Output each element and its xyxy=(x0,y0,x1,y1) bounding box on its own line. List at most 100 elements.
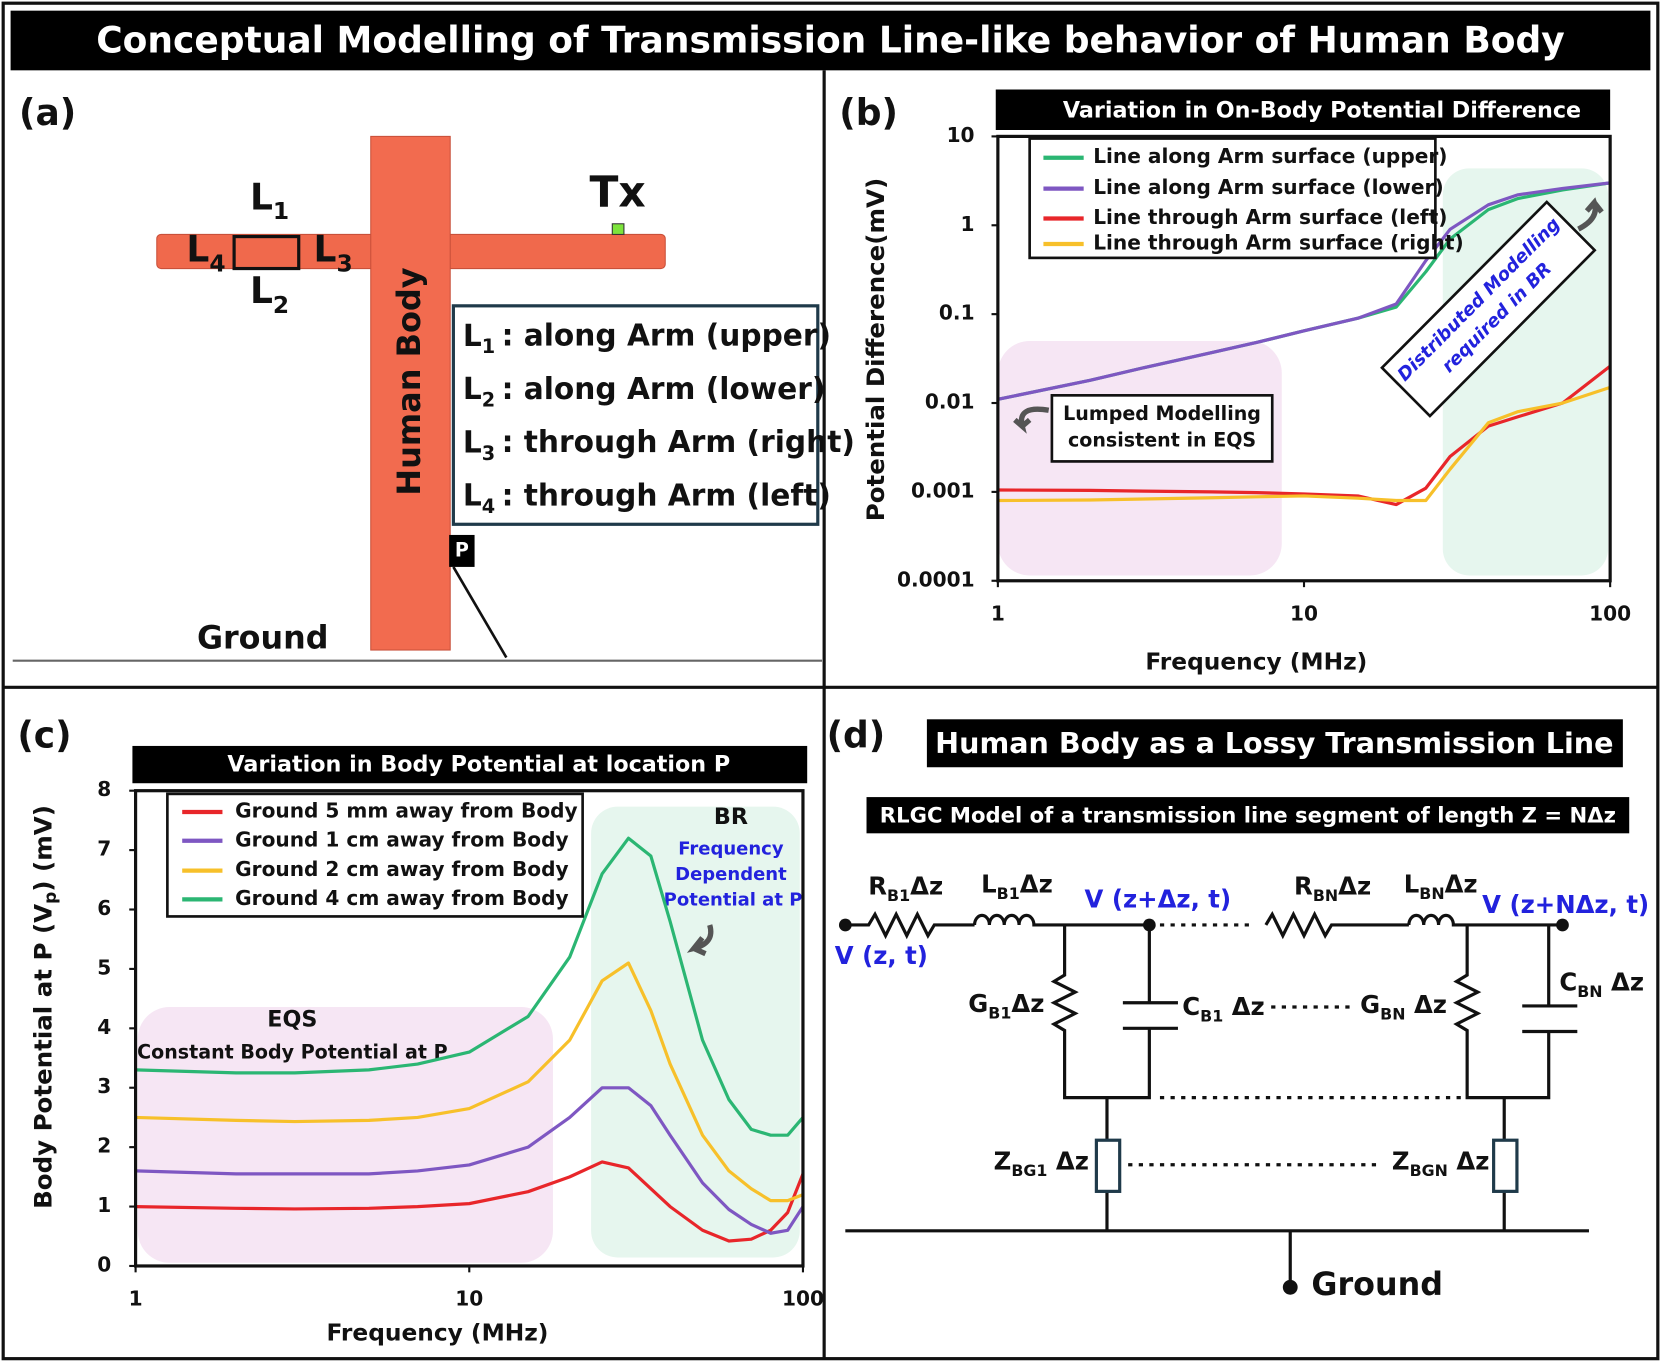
label-tail: Δz xyxy=(910,872,943,901)
sub-label: GB1Δz xyxy=(968,989,1044,1022)
label-base: L xyxy=(250,175,273,218)
sub-label: RBNΔz xyxy=(1294,872,1371,905)
label-base: R xyxy=(868,872,887,901)
legend-box xyxy=(1028,137,1437,260)
legend-label: Ground 5 mm away from Body xyxy=(235,798,578,822)
y-tick-label: 4 xyxy=(97,1015,111,1039)
label-base: L xyxy=(463,371,482,406)
y-axis-label: Body Potential at P (Vp) (mV) xyxy=(29,805,61,1209)
panel-subtitle: RLGC Model of a transmission line segmen… xyxy=(880,803,1616,828)
label-sub: 2 xyxy=(482,388,495,411)
y-tick-label: 1 xyxy=(961,212,975,236)
p-marker xyxy=(449,534,475,567)
sub-label: LBNΔz xyxy=(1404,869,1478,902)
annotation: Frequency xyxy=(678,838,784,859)
label-tail: Δz xyxy=(1011,989,1044,1018)
ground-label: Ground xyxy=(197,618,329,656)
sub-label: RB1Δz xyxy=(868,872,943,905)
label-base: L xyxy=(186,227,209,270)
voltage-label: V (z, t) xyxy=(835,941,928,970)
y-tick-label: 0 xyxy=(97,1252,111,1276)
label-sub: 4 xyxy=(482,494,495,517)
legend-label: Ground 4 cm away from Body xyxy=(235,886,568,910)
label-tail: Δz xyxy=(1603,968,1645,997)
sub-label: L1: along Arm (upper) xyxy=(463,318,831,358)
label-base: L xyxy=(981,869,997,898)
annotation: Potential at P xyxy=(664,889,803,910)
series-line xyxy=(135,961,804,1203)
label-base: Z xyxy=(1392,1147,1410,1176)
label-sub: BN xyxy=(1313,886,1338,905)
x-tick-label: 1 xyxy=(991,601,1005,625)
sub-label: GBN Δz xyxy=(1360,990,1447,1023)
panel-title: Human Body as a Lossy Transmission Line xyxy=(935,726,1613,760)
x-tick-label: 1 xyxy=(129,1287,143,1311)
series-line xyxy=(135,836,805,1137)
label-base: L xyxy=(463,478,482,513)
region-br xyxy=(591,806,800,1258)
impedance xyxy=(1094,1138,1122,1193)
y-tick-label: 6 xyxy=(97,896,111,920)
y-tick-label: 5 xyxy=(97,955,111,979)
x-tick-label: 10 xyxy=(455,1287,483,1311)
legend-label: Ground 2 cm away from Body xyxy=(235,857,568,881)
chart-title-bar xyxy=(995,89,1611,131)
sub-label: ZBGN Δz xyxy=(1392,1147,1489,1180)
node xyxy=(1556,918,1569,932)
label-base: L xyxy=(314,227,337,270)
resistor xyxy=(1264,910,1409,940)
label-sub: 4 xyxy=(209,249,225,277)
label-part: Body Potential at P (V xyxy=(29,904,58,1209)
sub-label: ZBG1 Δz xyxy=(994,1147,1089,1180)
segment-label: L2 xyxy=(250,269,289,318)
label-sub: 2 xyxy=(273,290,289,318)
label-base: L xyxy=(463,318,482,353)
label-base: L xyxy=(463,425,482,460)
y-tick-label: 0.001 xyxy=(911,478,975,502)
annotation: Lumped Modelling xyxy=(1063,402,1261,425)
segment-label: L1 xyxy=(250,175,289,224)
wires xyxy=(845,1097,1589,1288)
annotation-box xyxy=(1050,394,1274,463)
node xyxy=(1142,918,1156,932)
segment-label: L3 xyxy=(314,227,353,276)
ground-label: Ground xyxy=(1311,1265,1443,1303)
resistor xyxy=(845,910,975,940)
label-sub: BN xyxy=(1419,884,1444,903)
figure-title: Conceptual Modelling of Transmission Lin… xyxy=(96,19,1565,62)
annotation: consistent in EQS xyxy=(1068,429,1256,452)
legend-box xyxy=(451,304,820,526)
panel-d: (d) Human Body as a Lossy Transmission L… xyxy=(827,713,1650,1303)
y-tick-label: 0.1 xyxy=(939,301,975,325)
label-base: L xyxy=(1404,869,1420,898)
label-tail: Δz xyxy=(1020,869,1053,898)
plot-frame xyxy=(996,134,1612,583)
label-text: : through Arm (right) xyxy=(502,425,855,460)
label-sub: BN xyxy=(1577,982,1602,1001)
panel-c: (c) Variation in Body Potential at locat… xyxy=(17,713,824,1346)
shunt xyxy=(1050,924,1178,1100)
label-base: Z xyxy=(994,1147,1012,1176)
legend: L1: along Arm (upper)L2: along Arm (lowe… xyxy=(463,318,855,518)
voltage-label: V (z+NΔz, t) xyxy=(1482,890,1649,919)
label-tail: Δz xyxy=(1223,992,1265,1021)
panel-b: (b) Variation in On-Body Potential Diffe… xyxy=(839,89,1631,675)
sub-label: LB1Δz xyxy=(981,869,1053,902)
arrow xyxy=(1013,406,1050,434)
label-sub: BGN xyxy=(1410,1161,1448,1180)
inductor xyxy=(1407,913,1563,927)
circuit xyxy=(838,910,1589,1295)
label-text: : along Arm (lower) xyxy=(502,371,826,406)
dots xyxy=(1128,1005,1462,1167)
label-sub: BN xyxy=(1380,1004,1405,1023)
label-part: ) (mV) xyxy=(29,805,58,892)
sub-label: L2 : along Arm (lower) xyxy=(463,371,826,411)
chart-title: Variation in On-Body Potential Differenc… xyxy=(1063,97,1581,123)
title-bar xyxy=(10,10,1651,71)
label-sub: B1 xyxy=(988,1003,1011,1022)
y-tick-label: 1 xyxy=(97,1193,111,1217)
impedance xyxy=(1492,1138,1519,1193)
series-line xyxy=(997,385,1611,503)
